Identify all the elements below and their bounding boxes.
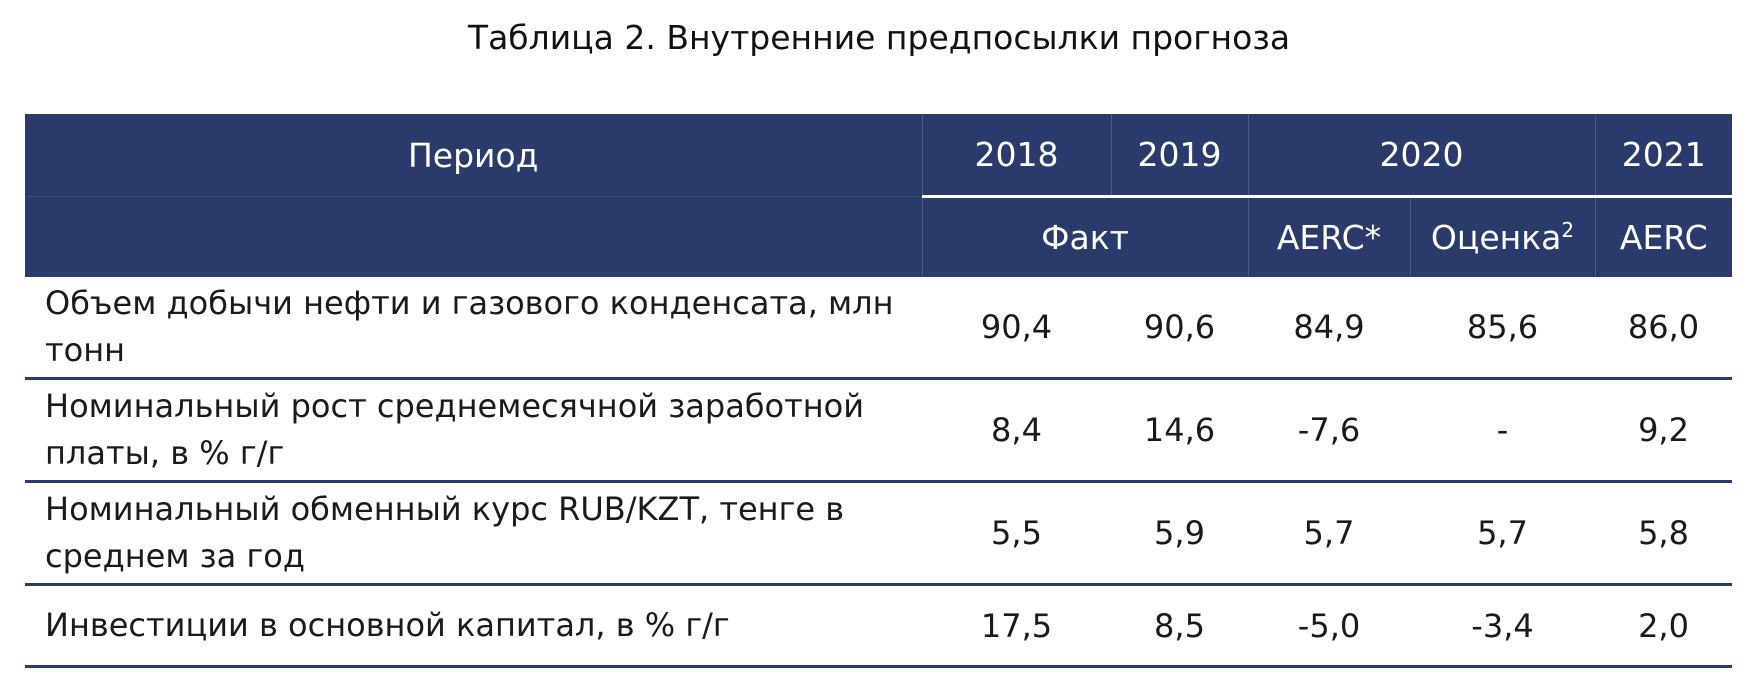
- table-row: Инвестиции в основной капитал, в % г/г 1…: [25, 584, 1733, 668]
- cell-2020-aerc: 5,7: [1248, 481, 1410, 586]
- cell-2019: 8,5: [1111, 584, 1248, 668]
- cell-2021-aerc: 2,0: [1595, 584, 1733, 668]
- row-label: Объем добычи нефти и газового конденсата…: [25, 277, 922, 380]
- header-estimate-label: Оценка: [1430, 218, 1562, 257]
- table-body: Объем добычи нефти и газового конденсата…: [25, 277, 1733, 668]
- header-fact: Факт: [922, 195, 1249, 277]
- cell-2019: 90,6: [1111, 277, 1248, 380]
- header-estimate-footnote: 2: [1561, 218, 1575, 242]
- cell-2020-aerc: -7,6: [1248, 378, 1410, 483]
- row-label: Номинальный обменный курс RUB/KZT, тенге…: [25, 481, 922, 586]
- cell-2020-estimate: 85,6: [1410, 277, 1596, 380]
- cell-2018: 17,5: [922, 584, 1111, 668]
- cell-2020-aerc: 84,9: [1248, 277, 1410, 380]
- header-period-empty: [25, 196, 923, 277]
- cell-2020-estimate: -: [1410, 378, 1596, 483]
- header-year-2019: 2019: [1111, 114, 1249, 197]
- table-title: Таблица 2. Внутренние предпосылки прогно…: [467, 18, 1291, 57]
- header-year-2020: 2020: [1248, 114, 1596, 197]
- cell-2019: 5,9: [1111, 481, 1248, 586]
- cell-2021-aerc: 9,2: [1595, 378, 1733, 483]
- table-row: Номинальный рост среднемесячной заработн…: [25, 378, 1733, 483]
- cell-2019: 14,6: [1111, 378, 1248, 483]
- cell-2018: 8,4: [922, 378, 1111, 483]
- header-aerc-2020: AERC*: [1248, 195, 1411, 277]
- header-row-subheaders: Факт AERC* Оценка2 AERC: [25, 195, 1733, 277]
- cell-2021-aerc: 86,0: [1595, 277, 1733, 380]
- table-row: Объем добычи нефти и газового конденсата…: [25, 277, 1733, 380]
- header-year-2021: 2021: [1595, 114, 1733, 197]
- header-year-2018: 2018: [922, 114, 1112, 197]
- header-row-years: Период 2018 2019 2020 2021: [25, 114, 1733, 197]
- cell-2020-aerc: -5,0: [1248, 584, 1410, 668]
- cell-2018: 90,4: [922, 277, 1111, 380]
- row-label: Инвестиции в основной капитал, в % г/г: [25, 584, 922, 668]
- cell-2020-estimate: 5,7: [1410, 481, 1596, 586]
- cell-2021-aerc: 5,8: [1595, 481, 1733, 586]
- row-label: Номинальный рост среднемесячной заработн…: [25, 378, 922, 483]
- header-estimate: Оценка2: [1410, 195, 1596, 277]
- header-period: Период: [25, 114, 923, 197]
- table-row: Номинальный обменный курс RUB/KZT, тенге…: [25, 481, 1733, 586]
- forecast-table: Период 2018 2019 2020 2021 Факт AERC* Оц…: [25, 114, 1733, 668]
- header-aerc-2021: AERC: [1595, 195, 1733, 277]
- cell-2020-estimate: -3,4: [1410, 584, 1596, 668]
- table-header: Период 2018 2019 2020 2021 Факт AERC* Оц…: [25, 114, 1733, 277]
- cell-2018: 5,5: [922, 481, 1111, 586]
